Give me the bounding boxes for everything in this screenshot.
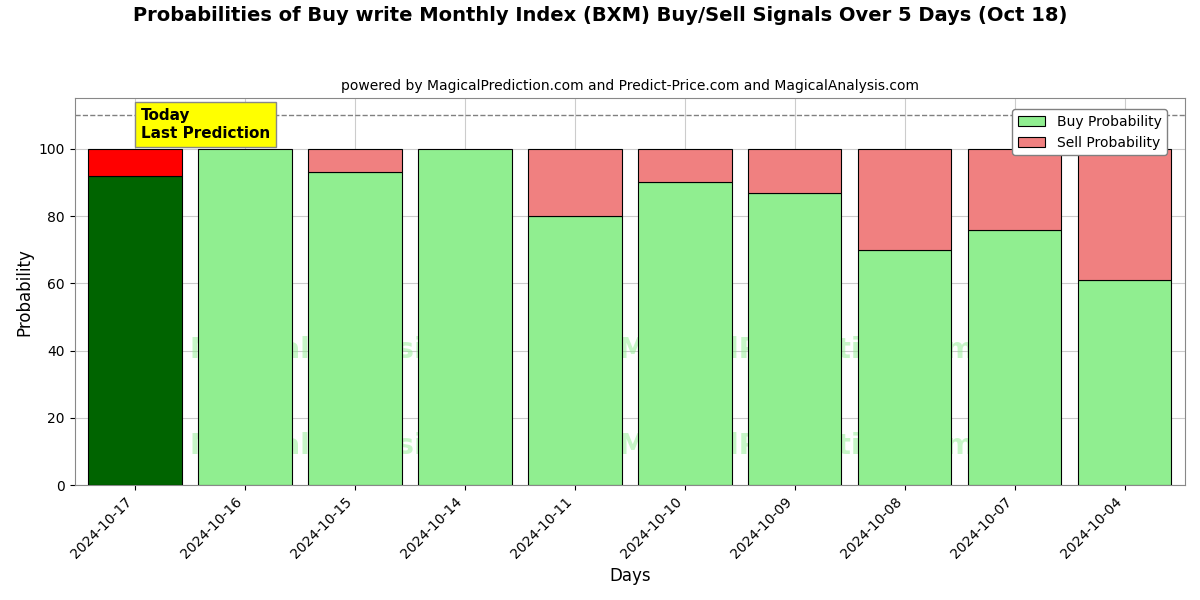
- Y-axis label: Probability: Probability: [16, 248, 34, 335]
- Text: Probabilities of Buy write Monthly Index (BXM) Buy/Sell Signals Over 5 Days (Oct: Probabilities of Buy write Monthly Index…: [133, 6, 1067, 25]
- Bar: [748, 149, 841, 193]
- Text: MagicalPrediction.com: MagicalPrediction.com: [618, 433, 974, 460]
- Bar: [858, 149, 952, 250]
- Bar: [198, 149, 292, 485]
- Text: MagicalAnalysis.com: MagicalAnalysis.com: [190, 433, 515, 460]
- Text: MagicalPrediction.com: MagicalPrediction.com: [618, 336, 974, 364]
- Bar: [89, 176, 182, 485]
- Bar: [638, 182, 732, 485]
- Bar: [528, 216, 622, 485]
- Bar: [858, 250, 952, 485]
- Bar: [308, 172, 402, 485]
- Bar: [528, 149, 622, 216]
- Bar: [1078, 280, 1171, 485]
- Bar: [89, 149, 182, 176]
- Bar: [419, 149, 511, 485]
- X-axis label: Days: Days: [610, 567, 650, 585]
- Text: MagicalAnalysis.com: MagicalAnalysis.com: [190, 336, 515, 364]
- Legend: Buy Probability, Sell Probability: Buy Probability, Sell Probability: [1012, 109, 1166, 155]
- Bar: [968, 230, 1061, 485]
- Bar: [308, 149, 402, 172]
- Text: Today
Last Prediction: Today Last Prediction: [140, 109, 270, 141]
- Title: powered by MagicalPrediction.com and Predict-Price.com and MagicalAnalysis.com: powered by MagicalPrediction.com and Pre…: [341, 79, 919, 93]
- Bar: [748, 193, 841, 485]
- Bar: [968, 149, 1061, 230]
- Bar: [1078, 149, 1171, 280]
- Bar: [638, 149, 732, 182]
